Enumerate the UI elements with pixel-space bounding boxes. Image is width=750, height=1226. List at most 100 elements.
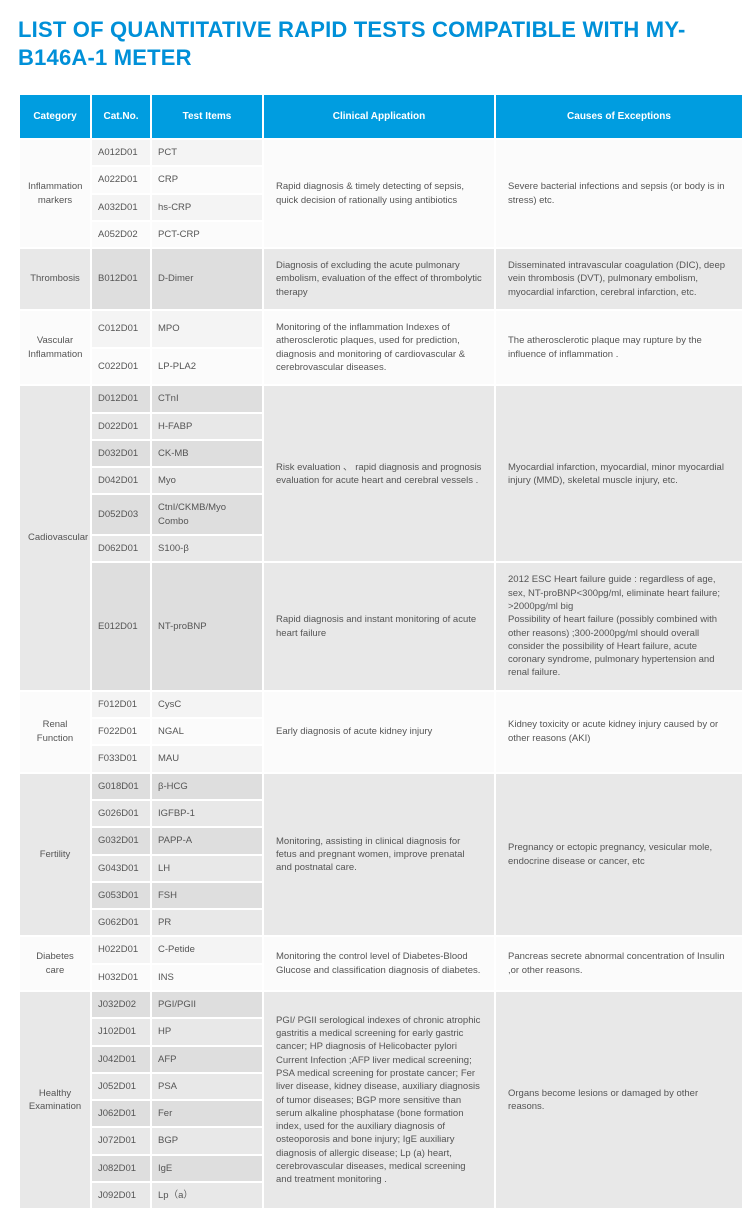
table-row: Inflammation markersA012D01PCTRapid diag… [20,140,742,165]
cell-test-item: Lp（a） [152,1183,262,1208]
tests-table: Category Cat.No. Test Items Clinical App… [18,93,744,1210]
cell-catno: E012D01 [92,563,150,689]
cell-test-item: NGAL [152,719,262,744]
cell-catno: J082D01 [92,1156,150,1181]
cell-test-item: hs-CRP [152,195,262,220]
cell-test-item: C-Petide [152,937,262,962]
cell-test-item: D-Dimer [152,249,262,309]
cell-application: Monitoring of the inflammation Indexes o… [264,311,494,384]
cell-test-item: MPO [152,311,262,347]
cell-cause: Severe bacterial infections and sepsis (… [496,140,742,247]
cell-test-item: FSH [152,883,262,908]
cell-catno: F022D01 [92,719,150,744]
table-row: ThrombosisB012D01D-DimerDiagnosis of exc… [20,249,742,309]
cell-category: Inflammation markers [20,140,90,247]
cell-test-item: H-FABP [152,414,262,439]
cell-cause: Disseminated intravascular coagulation (… [496,249,742,309]
cell-test-item: β-HCG [152,774,262,799]
cell-cause: Myocardial infarction, myocardial, minor… [496,386,742,561]
cell-test-item: PCT [152,140,262,165]
table-row: Diabetes careH022D01C-PetideMonitoring t… [20,937,742,962]
cell-category: Vascular Inflammation [20,311,90,384]
cell-test-item: IGFBP-1 [152,801,262,826]
table-row: Healthy ExaminationJ032D02PGI/PGIIPGI/ P… [20,992,742,1017]
cell-catno: A052D02 [92,222,150,247]
cell-test-item: Myo [152,468,262,493]
th-clinical-application: Clinical Application [264,95,494,138]
th-category: Category [20,95,90,138]
cell-catno: C012D01 [92,311,150,347]
cell-catno: H022D01 [92,937,150,962]
cell-catno: J062D01 [92,1101,150,1126]
cell-catno: G043D01 [92,856,150,881]
cell-test-item: PAPP-A [152,828,262,853]
cell-application: PGI/ PGII serological indexes of chronic… [264,992,494,1208]
cell-catno: F012D01 [92,692,150,717]
cell-category: Renal Function [20,692,90,772]
cell-test-item: BGP [152,1128,262,1153]
cell-application: Rapid diagnosis and instant monitoring o… [264,563,494,689]
cell-catno: D012D01 [92,386,150,411]
cell-catno: B012D01 [92,249,150,309]
cell-test-item: AFP [152,1047,262,1072]
cell-cause: The atherosclerotic plaque may rupture b… [496,311,742,384]
cell-test-item: Fer [152,1101,262,1126]
cell-catno: F033D01 [92,746,150,771]
cell-application: Diagnosis of excluding the acute pulmona… [264,249,494,309]
cell-application: Rapid diagnosis & timely detecting of se… [264,140,494,247]
table-header-row: Category Cat.No. Test Items Clinical App… [20,95,742,138]
cell-cause: 2012 ESC Heart failure guide : regardles… [496,563,742,689]
cell-catno: A022D01 [92,167,150,192]
cell-cause: Kidney toxicity or acute kidney injury c… [496,692,742,772]
cell-cause: Pancreas secrete abnormal concentration … [496,937,742,990]
cell-test-item: HP [152,1019,262,1044]
cell-test-item: LH [152,856,262,881]
cell-catno: D042D01 [92,468,150,493]
cell-cause: Organs become lesions or damaged by othe… [496,992,742,1208]
cell-application: Monitoring the control level of Diabetes… [264,937,494,990]
table-body: Inflammation markersA012D01PCTRapid diag… [20,140,742,1208]
cell-catno: J042D01 [92,1047,150,1072]
cell-test-item: S100-β [152,536,262,561]
cell-test-item: PGI/PGII [152,992,262,1017]
cell-test-item: PCT-CRP [152,222,262,247]
cell-catno: D062D01 [92,536,150,561]
cell-catno: J072D01 [92,1128,150,1153]
cell-catno: J102D01 [92,1019,150,1044]
cell-category: Healthy Examination [20,992,90,1208]
cell-test-item: PSA [152,1074,262,1099]
th-test-items: Test Items [152,95,262,138]
cell-category: Thrombosis [20,249,90,309]
table-row: CadiovascularD012D01CTnIRisk evaluation … [20,386,742,411]
table-row: Vascular InflammationC012D01MPOMonitorin… [20,311,742,347]
cell-catno: G062D01 [92,910,150,935]
cell-category: Diabetes care [20,937,90,990]
cell-catno: G032D01 [92,828,150,853]
cell-test-item: CtnI/CKMB/Myo Combo [152,495,262,534]
cell-test-item: MAU [152,746,262,771]
cell-test-item: CK-MB [152,441,262,466]
cell-test-item: CysC [152,692,262,717]
cell-test-item: PR [152,910,262,935]
cell-catno: G026D01 [92,801,150,826]
table-row: Renal FunctionF012D01CysCEarly diagnosis… [20,692,742,717]
cell-application: Monitoring, assisting in clinical diagno… [264,774,494,936]
cell-catno: C022D01 [92,349,150,385]
cell-category: Cadiovascular [20,386,90,689]
cell-catno: A012D01 [92,140,150,165]
cell-test-item: CTnI [152,386,262,411]
cell-test-item: NT-proBNP [152,563,262,689]
table-row: FertilityG018D01β-HCGMonitoring, assisti… [20,774,742,799]
cell-test-item: IgE [152,1156,262,1181]
cell-application: Early diagnosis of acute kidney injury [264,692,494,772]
cell-catno: D022D01 [92,414,150,439]
table-row: E012D01NT-proBNPRapid diagnosis and inst… [20,563,742,689]
page-title: LIST OF QUANTITATIVE RAPID TESTS COMPATI… [18,16,732,71]
cell-test-item: INS [152,965,262,990]
cell-catno: J032D02 [92,992,150,1017]
cell-catno: J052D01 [92,1074,150,1099]
cell-catno: H032D01 [92,965,150,990]
cell-test-item: LP-PLA2 [152,349,262,385]
cell-application: Risk evaluation 、 rapid diagnosis and pr… [264,386,494,561]
cell-catno: G018D01 [92,774,150,799]
